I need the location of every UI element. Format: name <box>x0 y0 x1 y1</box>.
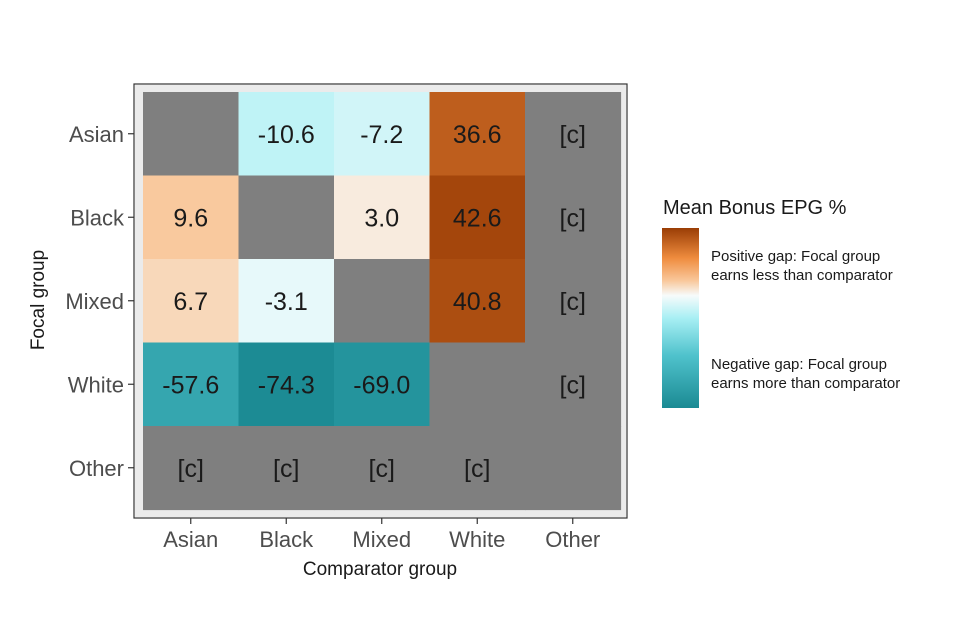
y-tick-label-other: Other <box>69 456 124 481</box>
cell-label-asian-vs-mixed: -7.2 <box>360 121 403 149</box>
cell-asian-vs-black <box>238 92 335 177</box>
legend-negative-note-line-1: Negative gap: Focal group <box>711 356 887 373</box>
legend-negative-note: Negative gap: Focal group earns more tha… <box>711 356 900 392</box>
cell-label-other-vs-mixed: [c] <box>369 455 395 483</box>
cell-black-vs-mixed <box>334 175 431 260</box>
x-tick-label-mixed: Mixed <box>352 527 411 552</box>
cell-label-asian-vs-other: [c] <box>560 121 586 149</box>
cell-labels: -10.6 -7.2 36.6 [c] 9.6 3.0 42.6 [c] 6.7 -3.1 40.8… <box>162 121 586 483</box>
y-axis: Asian Black Mixed White Other <box>65 122 134 481</box>
cell-asian-vs-asian <box>143 92 240 177</box>
cell-asian-vs-other <box>525 92 622 177</box>
cell-black-vs-asian <box>143 175 240 260</box>
cell-other-vs-black <box>238 426 335 511</box>
x-tick-label-asian: Asian <box>163 527 218 552</box>
cell-label-mixed-vs-other: [c] <box>560 288 586 316</box>
legend-positive-note-line-1: Positive gap: Focal group <box>711 248 880 265</box>
x-tick-label-black: Black <box>259 527 314 552</box>
cell-other-vs-mixed <box>334 426 431 511</box>
cell-other-vs-white <box>429 426 526 511</box>
cell-other-vs-asian <box>143 426 240 511</box>
legend: Mean Bonus EPG % Positive gap: Focal gro… <box>662 197 900 408</box>
x-tick-label-other: Other <box>545 527 600 552</box>
cell-asian-vs-mixed <box>334 92 431 177</box>
legend-positive-note-line-2: earns less than comparator <box>711 267 893 284</box>
cell-label-white-vs-mixed: -69.0 <box>353 371 410 399</box>
y-axis-title: Focal group <box>28 250 49 350</box>
cell-label-asian-vs-black: -10.6 <box>258 121 315 149</box>
cell-label-mixed-vs-asian: 6.7 <box>173 288 208 316</box>
cell-mixed-vs-other <box>525 259 622 344</box>
cell-mixed-vs-asian <box>143 259 240 344</box>
cell-mixed-vs-black <box>238 259 335 344</box>
y-tick-label-asian: Asian <box>69 122 124 147</box>
cell-label-mixed-vs-black: -3.1 <box>265 288 308 316</box>
cell-mixed-vs-mixed <box>334 259 431 344</box>
cell-black-vs-other <box>525 175 622 260</box>
cell-label-other-vs-black: [c] <box>273 455 299 483</box>
legend-positive-note: Positive gap: Focal group earns less tha… <box>711 248 893 284</box>
cell-other-vs-other <box>525 426 622 511</box>
cell-white-vs-asian <box>143 342 240 427</box>
cell-black-vs-black <box>238 175 335 260</box>
cell-white-vs-other <box>525 342 622 427</box>
cell-label-asian-vs-white: 36.6 <box>453 121 502 149</box>
cell-label-other-vs-asian: [c] <box>178 455 204 483</box>
heatmap-cells <box>143 92 622 511</box>
cell-label-white-vs-black: -74.3 <box>258 371 315 399</box>
cell-label-black-vs-asian: 9.6 <box>173 204 208 232</box>
x-tick-label-white: White <box>449 527 505 552</box>
cell-label-mixed-vs-white: 40.8 <box>453 288 502 316</box>
y-tick-label-mixed: Mixed <box>65 289 124 314</box>
legend-title: Mean Bonus EPG % <box>663 197 847 219</box>
cell-label-white-vs-asian: -57.6 <box>162 371 219 399</box>
cell-white-vs-white <box>429 342 526 427</box>
cell-black-vs-white <box>429 175 526 260</box>
y-tick-label-black: Black <box>70 205 125 230</box>
x-axis-title: Comparator group <box>303 559 457 580</box>
y-tick-label-white: White <box>68 372 124 397</box>
cell-white-vs-black <box>238 342 335 427</box>
cell-mixed-vs-white <box>429 259 526 344</box>
cell-label-black-vs-mixed: 3.0 <box>364 204 399 232</box>
cell-label-other-vs-white: [c] <box>464 455 490 483</box>
cell-label-black-vs-white: 42.6 <box>453 204 502 232</box>
cell-label-white-vs-other: [c] <box>560 371 586 399</box>
legend-colorbar <box>662 228 699 408</box>
cell-label-black-vs-other: [c] <box>560 204 586 232</box>
cell-asian-vs-white <box>429 92 526 177</box>
cell-white-vs-mixed <box>334 342 431 427</box>
x-axis: Asian Black Mixed White Other <box>163 518 600 552</box>
legend-negative-note-line-2: earns more than comparator <box>711 375 900 392</box>
